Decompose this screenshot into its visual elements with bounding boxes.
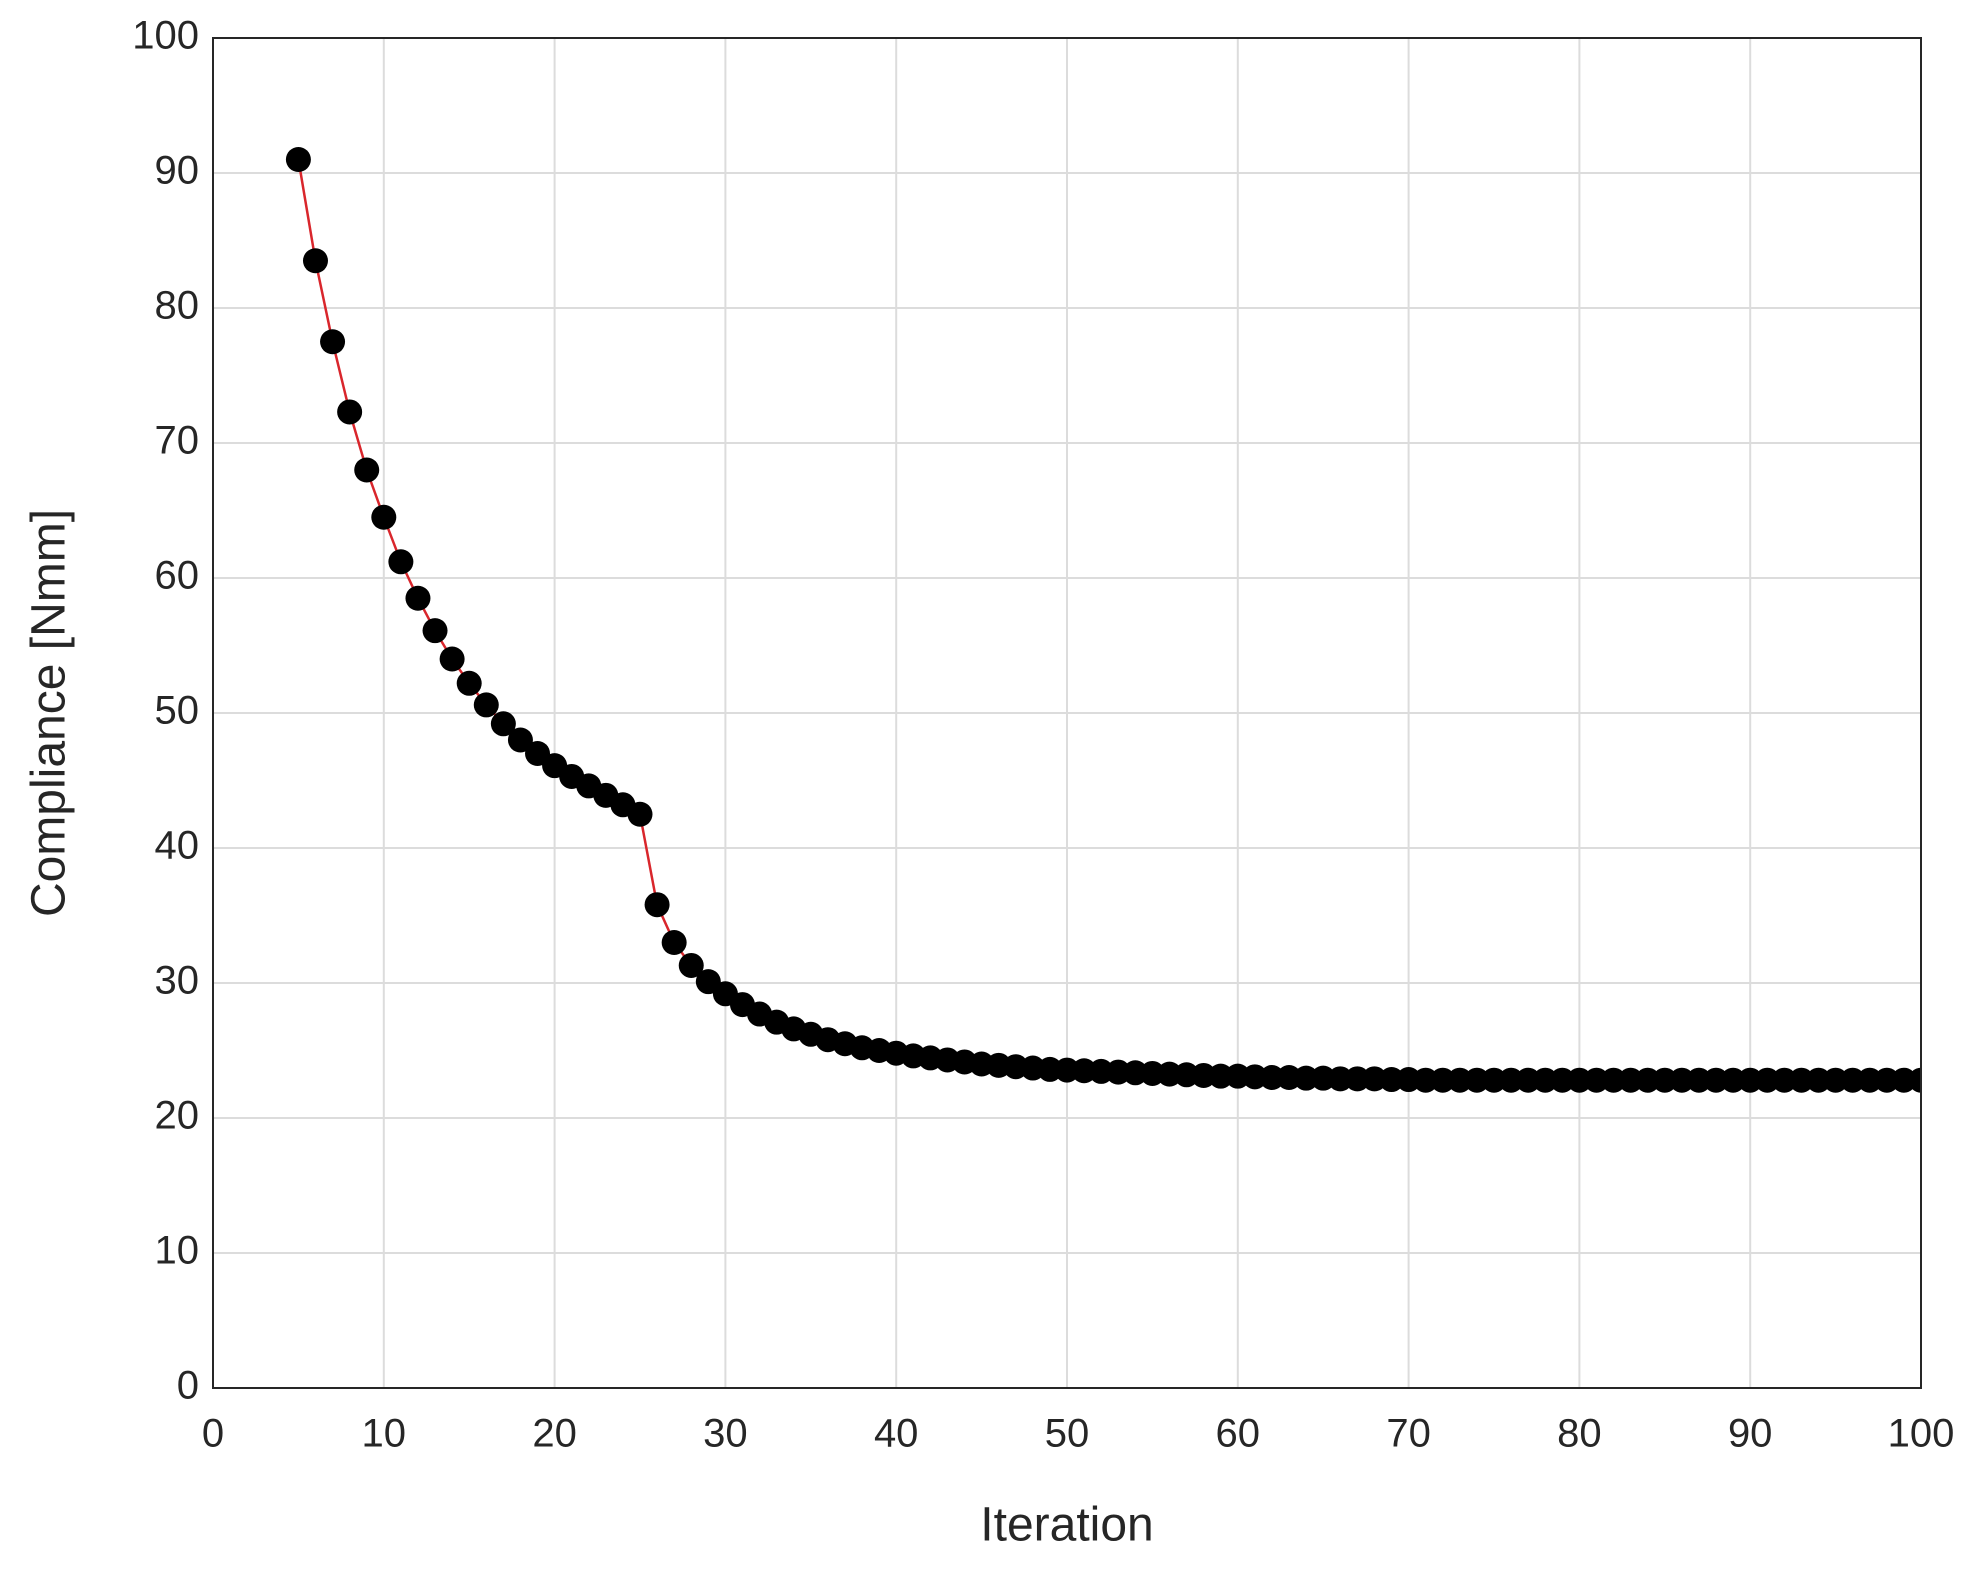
x-tick-label: 20 [532,1412,577,1456]
data-point [1703,1067,1729,1093]
plot-area [285,147,1921,1093]
x-tick-label: 100 [1888,1412,1955,1456]
data-point [1669,1067,1695,1093]
data-point [1344,1066,1370,1092]
data-point [1618,1067,1644,1093]
data-point [1327,1066,1353,1092]
data-point [1293,1065,1319,1091]
data-point [388,549,414,575]
y-axis-label: Compliance [Nmm] [23,509,76,917]
data-point [1635,1067,1661,1093]
data-point [371,504,397,530]
data-point [1891,1067,1917,1093]
data-point [302,248,328,274]
data-point [1498,1067,1524,1093]
data-point [422,618,448,644]
data-point [1874,1067,1900,1093]
data-point [1823,1067,1849,1093]
x-tick-label: 10 [362,1412,407,1456]
data-point [1481,1067,1507,1093]
y-tick-label: 10 [155,1229,200,1273]
data-point [1447,1067,1473,1093]
data-point [337,399,363,425]
data-point [490,711,516,737]
data-point [473,692,499,718]
data-point [1549,1067,1575,1093]
data-point [1754,1067,1780,1093]
x-tick-label: 90 [1728,1412,1773,1456]
y-tick-label: 60 [155,554,200,598]
data-point [1583,1067,1609,1093]
data-point [1908,1067,1921,1093]
x-tick-label: 50 [1045,1412,1090,1456]
data-point [627,801,653,827]
data-point [1652,1067,1678,1093]
y-tick-label: 30 [155,959,200,1003]
y-tick-label: 40 [155,824,200,868]
data-point [1532,1067,1558,1093]
data-point [1788,1067,1814,1093]
data-point [1464,1067,1490,1093]
data-point [1686,1067,1712,1093]
data-point [1840,1067,1866,1093]
x-tick-label: 60 [1216,1412,1261,1456]
data-point [354,457,380,483]
data-point [1737,1067,1763,1093]
data-point [1413,1067,1439,1093]
data-point [1771,1067,1797,1093]
x-tick-label: 80 [1557,1412,1602,1456]
data-point [1566,1067,1592,1093]
data-point [678,952,704,978]
tick-labels: 0 10 20 30 40 50 60 70 80 90 100 0 10 20 30 40 50 60 70 80 9… [132,14,1954,1456]
axes-box [212,37,1922,1389]
data-point [1601,1067,1627,1093]
y-tick-label: 20 [155,1094,200,1138]
x-tick-label: 0 [202,1412,224,1456]
x-axis-label: Iteration [980,1499,1153,1552]
y-tick-label: 70 [155,419,200,463]
y-tick-label: 80 [155,284,200,328]
data-point [405,585,431,611]
data-point [1208,1063,1234,1089]
data-point [1379,1067,1405,1093]
data-point [285,147,311,172]
data-point [1806,1067,1832,1093]
data-point [1857,1067,1883,1093]
data-point [644,892,670,918]
y-tick-label: 100 [132,14,199,58]
y-tick-label: 50 [155,689,200,733]
x-tick-label: 40 [874,1412,919,1456]
data-point [439,646,465,672]
y-tick-label: 90 [155,149,200,193]
data-point [456,670,482,696]
x-tick-label: 70 [1386,1412,1431,1456]
x-tick-label: 30 [703,1412,748,1456]
data-point [661,930,687,955]
data-point [507,727,533,753]
data-point [320,329,346,355]
data-point [1430,1067,1456,1093]
data-point [1515,1067,1541,1093]
data-point [1259,1065,1285,1090]
y-tick-label: 0 [177,1364,199,1408]
data-point [1720,1067,1746,1093]
